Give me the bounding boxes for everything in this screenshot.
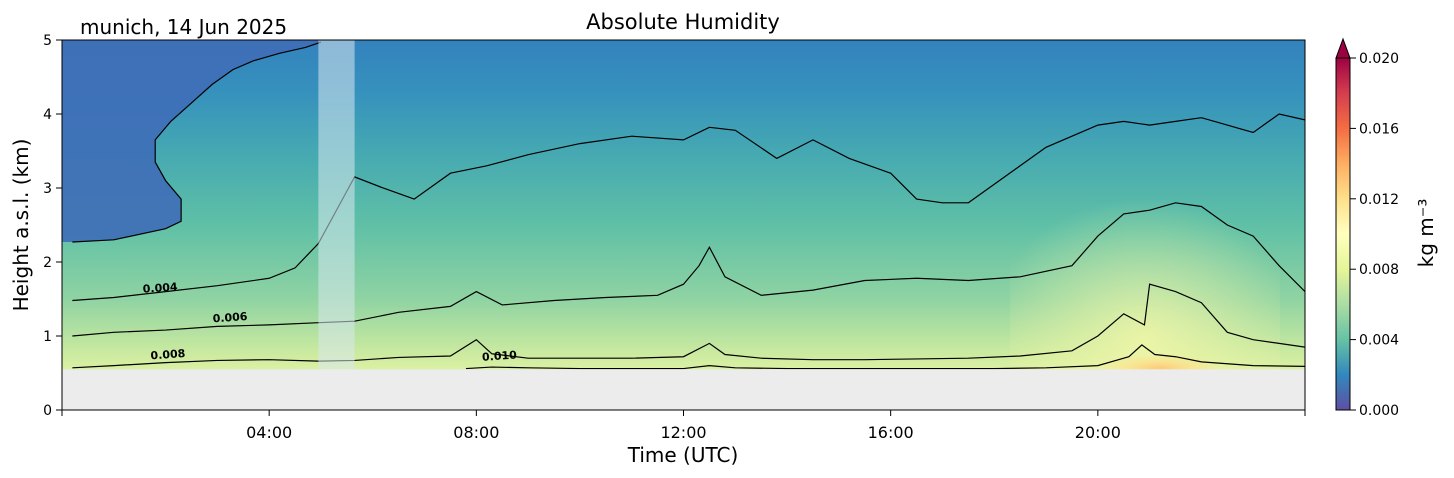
x-tick-label: 20:00: [1075, 423, 1121, 442]
contour-label: 0.004: [142, 280, 178, 295]
chart-title: Absolute Humidity: [586, 10, 780, 34]
colorbar: 0.000 0.004 0.008 0.012 0.016 0.020 kg m⁻³: [1335, 37, 1438, 419]
x-tick-label: 08:00: [453, 423, 499, 442]
y-axis-label: Height a.s.l. (km): [9, 139, 33, 312]
x-tick-label: 16:00: [868, 423, 914, 442]
y-tick-label: 2: [43, 255, 52, 271]
y-tick-label: 3: [43, 181, 52, 197]
colorbar-tick-label: 0.020: [1359, 51, 1399, 67]
contour-label: 0.008: [150, 347, 186, 362]
missing-data-band: [318, 40, 355, 370]
colorbar-gradient: [1335, 57, 1351, 411]
colorbar-tick-label: 0.004: [1359, 333, 1399, 349]
x-tick-label: 04:00: [246, 423, 292, 442]
x-axis-label: Time (UTC): [627, 443, 739, 467]
contour-label: 0.006: [212, 310, 248, 325]
contour-label: 0.010: [482, 348, 518, 363]
moist-bulge-evening: [1010, 150, 1280, 390]
y-axis-ticks: 0 1 2 3 4 5: [43, 33, 62, 419]
x-axis-ticks: 04:00 08:00 12:00 16:00 20:00: [61, 410, 1306, 442]
colorbar-extend-arrow: [1335, 37, 1351, 59]
y-tick-label: 0: [43, 403, 52, 419]
colorbar-tick-label: 0.000: [1359, 403, 1399, 419]
colorbar-tick-label: 0.012: [1359, 192, 1399, 208]
colorbar-tick-label: 0.016: [1359, 121, 1399, 137]
colorbar-label: kg m⁻³: [1414, 199, 1438, 268]
dry-air-region: [62, 40, 321, 243]
plot-area: 0.004 0.006 0.008 0.010: [62, 40, 1305, 410]
contour-labels: 0.004 0.006 0.008 0.010: [142, 280, 517, 363]
y-tick-label: 5: [43, 33, 52, 49]
location-date-label: munich, 14 Jun 2025: [80, 15, 287, 39]
colorbar-ticks: 0.000 0.004 0.008 0.012 0.016 0.020: [1350, 51, 1399, 419]
contour-line-0-002: [72, 41, 322, 243]
below-ground-mask: [62, 369, 1305, 410]
y-tick-label: 4: [43, 107, 52, 123]
contour-line-0-01: [465, 344, 1305, 370]
x-tick-label: 12:00: [660, 423, 706, 442]
colorbar-tick-label: 0.008: [1359, 262, 1399, 278]
y-tick-label: 1: [43, 329, 52, 345]
